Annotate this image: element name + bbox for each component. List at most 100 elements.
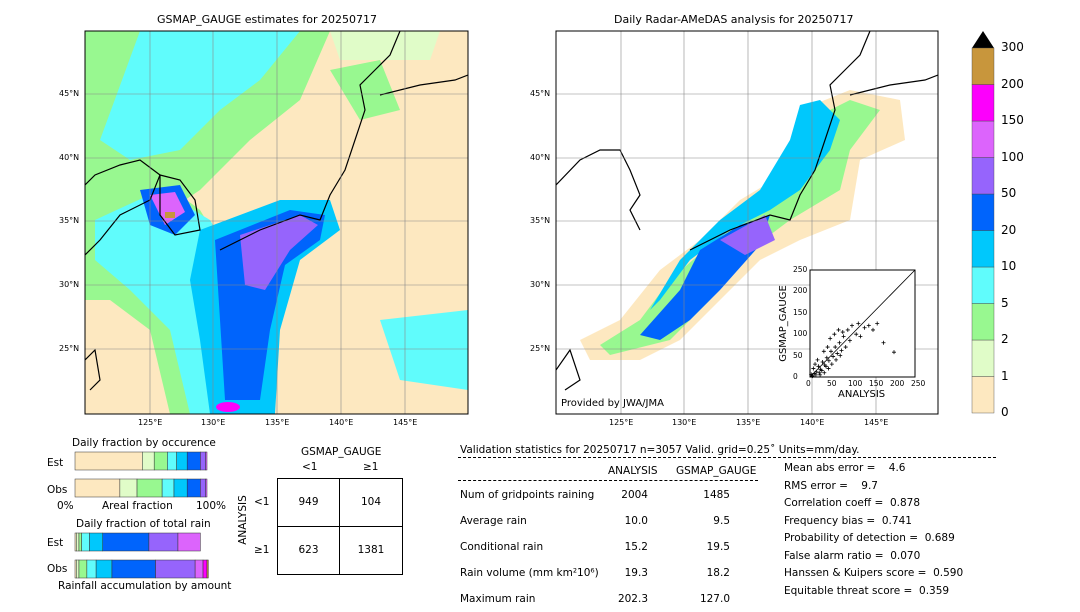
stat-gsmap: 9.5: [713, 515, 730, 527]
score-line: Equitable threat score = 0.359: [784, 584, 950, 597]
lon-tick-label: 130°E: [201, 418, 226, 427]
stat-gsmap: 1485: [703, 489, 730, 501]
scatter-point: [829, 349, 833, 354]
scatter-y-tick: 200: [793, 286, 808, 296]
right-map-field: [556, 31, 938, 414]
stats-divider: [458, 457, 996, 458]
colorbar-label: 2: [1001, 332, 1009, 346]
colorbar-label: 10: [1001, 259, 1017, 273]
scatter-point: [858, 334, 863, 339]
scatter-point: [833, 345, 838, 350]
scatter-point: [845, 327, 850, 332]
tr-obs-segment: [206, 559, 209, 579]
scatter-point: [862, 325, 867, 330]
col-gsmap: GSMAP_GAUGE: [676, 465, 757, 477]
tr-est-segment: [102, 532, 150, 552]
colorbar-label: 0: [1001, 405, 1009, 419]
score-line: False alarm ratio = 0.070: [784, 549, 921, 562]
lat-tick-label: 30°N: [530, 280, 551, 289]
scatter-y-tick: 150: [793, 307, 808, 317]
lat-tick-label: 40°N: [530, 153, 551, 162]
stat-gsmap: 19.5: [706, 541, 730, 553]
lat-tick-label: 40°N: [59, 153, 80, 162]
occ-est-segment: [142, 451, 155, 471]
occ-est-segment: [205, 451, 208, 471]
contingency-table: 949 104 623 1381: [277, 478, 403, 575]
scatter-point: [826, 366, 831, 371]
scatter-point: [850, 323, 854, 328]
scatter-point: [818, 372, 823, 377]
tr-est-segment: [177, 532, 201, 552]
scatter-point: [810, 374, 815, 379]
scatter-point: [828, 336, 833, 341]
scatter-point: [839, 348, 844, 353]
stat-label: Num of gridpoints raining: [460, 489, 595, 501]
scatter-x-tick: 150: [869, 379, 884, 388]
scatter-point: [814, 369, 819, 374]
lon-tick-label: 145°E: [864, 418, 889, 427]
scatter-point: [817, 370, 822, 375]
col-label-ge1: ≥1: [363, 461, 379, 473]
scatter-point: [831, 354, 836, 359]
credit-label: Provided by JWA/JMA: [561, 398, 664, 409]
occ-est-segment: [74, 451, 143, 471]
tr-xlabel: Rainfall accumulation by amount: [58, 580, 232, 592]
occ-obs-segment: [119, 478, 138, 498]
tr-est-segment: [76, 532, 80, 552]
occ-xlabel: Areal fraction: [102, 500, 173, 512]
scatter-y-tick: 100: [793, 329, 808, 339]
scatter-x-tick: 200: [890, 379, 905, 388]
scatter-point: [825, 345, 830, 350]
occ-est-segment: [200, 451, 206, 471]
scatter-point: [875, 321, 880, 326]
scatter-point: [829, 362, 834, 367]
lon-tick-label: 130°E: [672, 418, 697, 427]
scatter-point: [871, 327, 875, 332]
lon-tick-label: 140°E: [800, 418, 825, 427]
scatter-xlabel: ANALYSIS: [838, 389, 886, 400]
col-analysis: ANALYSIS: [608, 465, 658, 477]
gridlines: [85, 31, 938, 414]
occ-obs-label: Obs: [47, 484, 68, 496]
lat-tick-label: 45°N: [59, 89, 80, 98]
lat-tick-label: 30°N: [59, 280, 80, 289]
colorbar-label: 300: [1001, 40, 1024, 54]
tr-est-segment: [148, 532, 179, 552]
scatter-point: [841, 334, 846, 339]
scatter-point: [840, 330, 845, 335]
lat-tick-label: 25°N: [59, 344, 80, 353]
tr-obs-segment: [111, 559, 156, 579]
scatter-point: [815, 357, 820, 362]
lon-tick-label: 135°E: [265, 418, 290, 427]
col-label-lt1: <1: [302, 461, 318, 473]
tr-est-label: Est: [47, 537, 64, 549]
scatter-x-tick: 0: [806, 379, 811, 388]
scatter-x-tick: 100: [848, 379, 863, 388]
stat-analysis: 202.3: [617, 593, 648, 605]
tr-obs-label: Obs: [47, 563, 68, 575]
occ-obs-segment: [161, 478, 175, 498]
tr-obs-segment: [95, 559, 113, 579]
contingency-title: GSMAP_GAUGE: [301, 446, 382, 458]
colorbar-label: 150: [1001, 113, 1024, 127]
scatter-point: [811, 366, 816, 371]
scatter-x-tick: 50: [827, 379, 837, 388]
occ-est-segment: [167, 451, 177, 471]
colorbar-extend-triangle: [972, 31, 994, 48]
tr-obs-segment: [76, 559, 80, 579]
stat-label: Average rain: [460, 515, 527, 527]
occ-obs-segment: [74, 478, 121, 498]
right-map-frame: [555, 30, 939, 415]
scatter-point: [881, 340, 886, 345]
colorbar-label: 100: [1001, 149, 1024, 164]
colorbar-label: 200: [1001, 76, 1024, 91]
lat-tick-label: 25°N: [530, 344, 551, 353]
score-line: Hanssen & Kuipers score = 0.590: [784, 567, 964, 579]
lon-tick-label: 125°E: [609, 418, 634, 427]
colorbar-label: 1: [1001, 368, 1009, 383]
scatter-point: [813, 372, 818, 377]
occ-est-segment: [176, 451, 188, 471]
